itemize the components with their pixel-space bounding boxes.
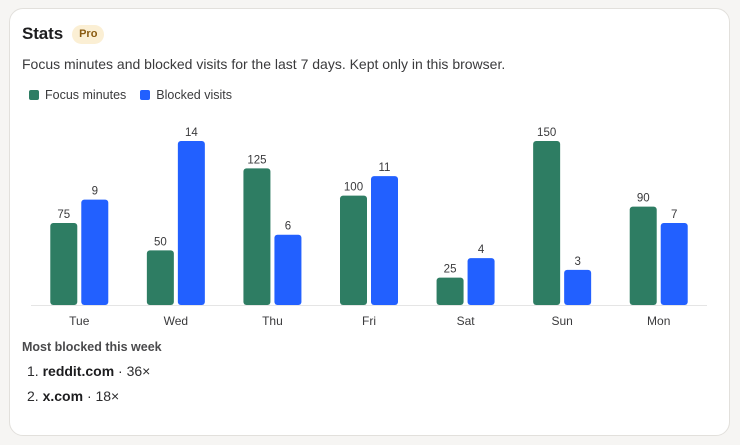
bar-blocked-visits [467, 258, 495, 305]
x-tick-label: Mon [647, 314, 670, 328]
stats-card [9, 8, 730, 436]
data-label: 7 [671, 209, 677, 221]
legend-label-focus: Focus minutes [45, 88, 127, 102]
list-item: 2. x.com · 18× [27, 387, 150, 412]
data-label: 9 [92, 186, 98, 198]
data-label: 3 [574, 256, 580, 268]
bar-focus-minutes [629, 206, 657, 305]
data-label: 50 [154, 236, 167, 248]
data-label: 4 [478, 244, 485, 256]
stats-header: Stats Pro [22, 24, 105, 44]
list-item-domain: reddit.com [42, 363, 115, 379]
legend-item-blocked: Blocked visits [140, 88, 232, 102]
legend-item-focus: Focus minutes [29, 88, 126, 102]
legend-label-blocked: Blocked visits [156, 88, 233, 102]
list-item-domain: x.com [42, 388, 84, 404]
x-tick-label: Sat [457, 314, 476, 328]
most-blocked-title: Most blocked this week [22, 340, 162, 354]
data-label: 100 [344, 182, 363, 194]
x-tick-label: Sun [551, 314, 572, 328]
x-tick-label: Wed [164, 314, 188, 328]
x-tick-label: Fri [362, 314, 376, 328]
legend-swatch-focus [29, 90, 39, 100]
data-label: 90 [637, 193, 650, 205]
bar-blocked-visits [564, 269, 592, 305]
list-item-rank: 1. [27, 363, 39, 379]
list-item-rank: 2. [27, 388, 39, 404]
x-tick-label: Tue [69, 314, 90, 328]
list-item-count: · 18× [86, 388, 120, 404]
data-label: 75 [57, 209, 70, 221]
list-item-count: · 36× [118, 363, 151, 379]
data-label: 11 [379, 162, 391, 174]
data-label: 125 [247, 154, 266, 166]
stats-description: Focus minutes and blocked visits for the… [22, 56, 506, 72]
bar-blocked-visits [81, 199, 109, 305]
bar-blocked-visits [274, 234, 302, 305]
chart-legend: Focus minutes Blocked visits [29, 88, 246, 102]
bar-focus-minutes [533, 141, 561, 305]
data-label: 150 [537, 127, 556, 139]
data-label: 14 [185, 127, 198, 139]
legend-swatch-blocked [140, 90, 151, 100]
bar-focus-minutes [243, 168, 271, 305]
bar-focus-minutes [146, 250, 174, 305]
pro-badge: Pro [72, 24, 105, 44]
bar-blocked-visits [660, 223, 688, 305]
data-label: 6 [285, 221, 291, 233]
most-blocked-list: 1. reddit.com · 36× 2. x.com · 18× [27, 362, 150, 412]
page-title: Stats [22, 24, 64, 43]
bar-focus-minutes [340, 195, 367, 305]
bar-blocked-visits [371, 176, 398, 305]
x-tick-label: Thu [262, 314, 283, 328]
bar-chart: 75 9 Tue 50 14 Wed 125 6 Thu 100 11 Fri 25 4 Sat 150 3 Su… [31, 127, 707, 328]
bar-blocked-visits [177, 141, 205, 305]
bar-focus-minutes [50, 223, 78, 305]
list-item: 1. reddit.com · 36× [27, 362, 150, 387]
data-label: 25 [444, 264, 457, 276]
bar-focus-minutes [436, 277, 464, 305]
